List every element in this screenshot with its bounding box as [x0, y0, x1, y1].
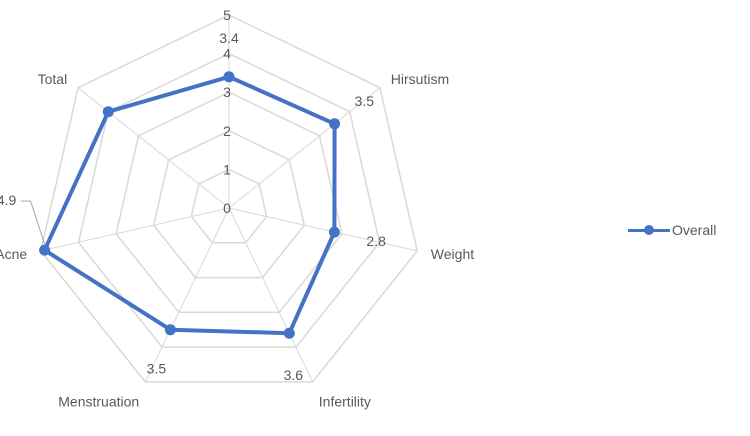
- radial-tick-label: 5: [223, 7, 231, 23]
- radial-tick-labels: 0 1 2 3 4 5: [223, 7, 231, 216]
- category-label-emotion: Emotion: [203, 0, 254, 2]
- grid-layer: [39, 14, 419, 383]
- leader-line: [20, 200, 46, 245]
- category-label-acne: Acne: [0, 246, 27, 262]
- grid-spoke: [144, 207, 230, 383]
- category-labels: Emotion Hirsutism Weight Infertility Menstru…: [0, 0, 474, 410]
- radial-tick-label: 1: [223, 161, 231, 177]
- data-label-menstruation: 3.5: [147, 361, 167, 377]
- grid-spoke: [77, 87, 230, 209]
- data-labels: 3.4 3.5 2.8 3.6 3.5 4.9: [0, 30, 386, 383]
- grid-spoke: [228, 207, 314, 383]
- data-point-emotion: [223, 71, 235, 83]
- grid-ring-1: [190, 168, 268, 244]
- category-label-weight: Weight: [431, 246, 474, 262]
- category-label-infertility: Infertility: [319, 394, 371, 410]
- data-label-emotion: 3.4: [219, 30, 239, 46]
- data-point-hirsutism: [329, 118, 341, 130]
- series-layer: [39, 71, 341, 339]
- grid-spoke: [40, 207, 230, 252]
- category-label-total: Total: [38, 71, 68, 87]
- grid-ring-2: [152, 129, 306, 279]
- grid-ring-4: [77, 52, 381, 348]
- category-label-menstruation: Menstruation: [58, 394, 139, 410]
- legend-marker-icon: [628, 221, 670, 239]
- legend-label: Overall: [672, 222, 717, 238]
- grid-ring-3: [115, 91, 343, 314]
- radial-tick-label: 4: [223, 46, 231, 62]
- legend: Overall: [628, 221, 716, 239]
- grid-spoke: [228, 87, 381, 209]
- series-line-overall: [42, 74, 337, 336]
- data-label-hirsutism: 3.5: [355, 93, 375, 109]
- data-point-weight: [328, 226, 340, 238]
- data-point-total: [102, 106, 114, 118]
- radial-tick-label: 3: [223, 84, 231, 100]
- grid-ring-5: [39, 14, 419, 383]
- category-label-hirsutism: Hirsutism: [391, 71, 449, 87]
- data-label-weight: 2.8: [366, 233, 386, 249]
- grid-spoke: [228, 207, 418, 252]
- radial-tick-label: 0: [223, 200, 231, 216]
- data-label-acne: 4.9: [0, 192, 17, 208]
- data-label-infertility: 3.6: [284, 367, 304, 383]
- radial-tick-label: 2: [223, 123, 231, 139]
- data-point-infertility: [283, 327, 295, 339]
- data-point-acne: [39, 244, 51, 256]
- data-point-menstruation: [164, 324, 176, 336]
